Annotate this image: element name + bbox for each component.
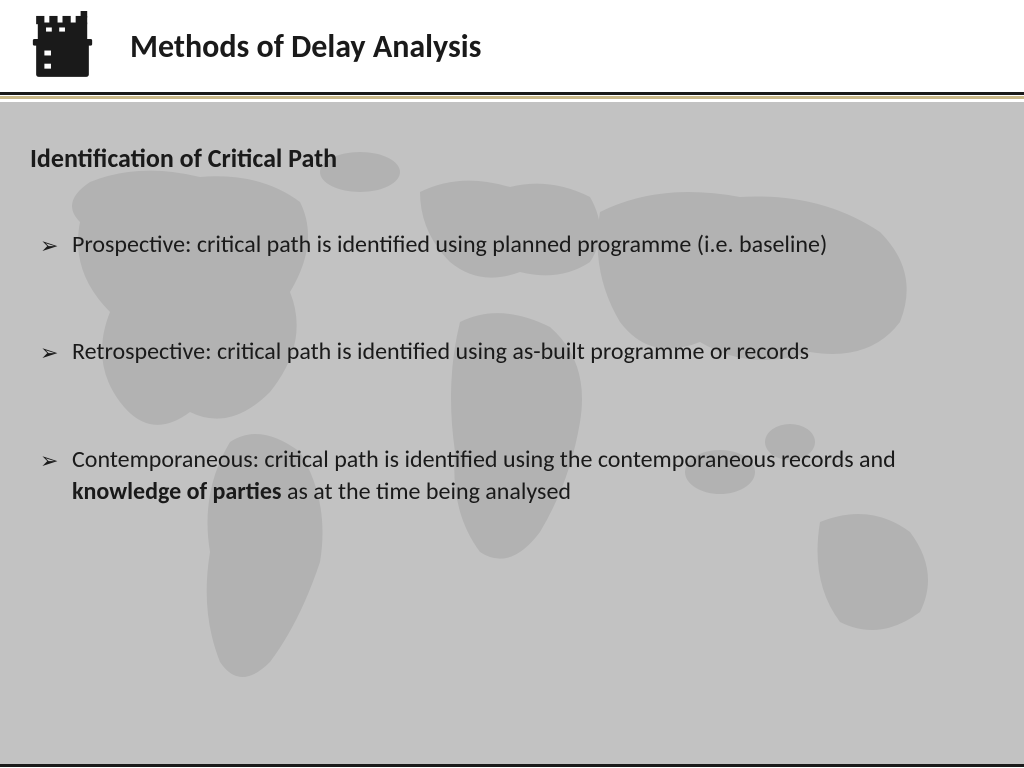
- section-subtitle: Identification of Critical Path: [30, 142, 994, 174]
- bullet-text: Retrospective: critical path is identifi…: [72, 336, 984, 368]
- bullet-list: ➢ Prospective: critical path is identifi…: [30, 229, 994, 509]
- chevron-bullet-icon: ➢: [40, 336, 72, 368]
- slide-title: Methods of Delay Analysis: [130, 27, 481, 66]
- chevron-bullet-icon: ➢: [40, 444, 72, 476]
- bullet-item: ➢ Prospective: critical path is identifi…: [40, 229, 994, 261]
- bullet-text: Prospective: critical path is identified…: [72, 229, 984, 261]
- bullet-item: ➢ Contemporaneous: critical path is iden…: [40, 444, 994, 509]
- tower-logo-icon: [20, 11, 105, 81]
- slide-header: Methods of Delay Analysis: [0, 0, 1024, 95]
- slide-body: Identification of Critical Path ➢ Prospe…: [0, 102, 1024, 767]
- bullet-item: ➢ Retrospective: critical path is identi…: [40, 336, 994, 368]
- bullet-text: Contemporaneous: critical path is identi…: [72, 444, 984, 509]
- content-area: Identification of Critical Path ➢ Prospe…: [0, 102, 1024, 614]
- chevron-bullet-icon: ➢: [40, 229, 72, 261]
